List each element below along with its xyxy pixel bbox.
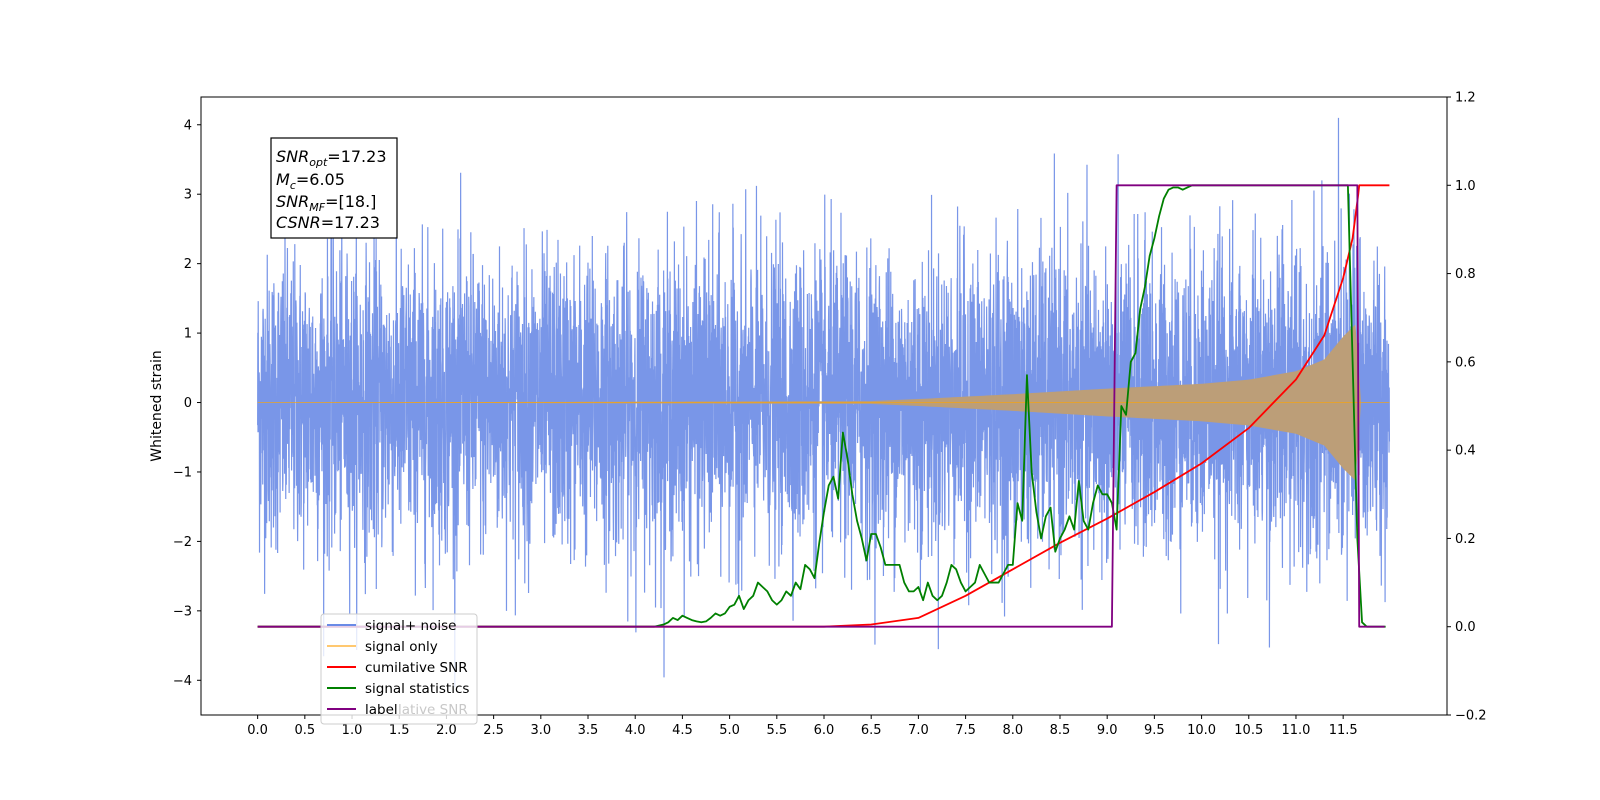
- legend-item-signal-statistics: signal statistics: [327, 681, 469, 697]
- x-tick-label: 10.0: [1187, 723, 1216, 738]
- y-left-tick-label: −3: [173, 604, 192, 619]
- y-left-tick-label: 3: [184, 188, 192, 203]
- x-tick-label: 10.5: [1234, 723, 1263, 738]
- svg-text:signal+ noise: signal+ noise: [365, 618, 456, 634]
- x-tick-label: 8.0: [1002, 723, 1023, 738]
- cumulative-snr-line: [257, 184, 1390, 628]
- svg-text:signal only: signal only: [365, 639, 438, 655]
- x-tick-label: 8.5: [1050, 723, 1071, 738]
- x-tick-label: 7.5: [955, 723, 976, 738]
- label-line: [257, 184, 1385, 628]
- legend-item-label: lative SNR label: [327, 702, 468, 718]
- snr-opt-text: SNRopt=17.23: [276, 147, 387, 169]
- left-y-axis: 4 3 2 1 0 −1 −2 −3 −4: [173, 118, 201, 689]
- y-left-tick-label: −1: [173, 465, 192, 480]
- x-tick-label: 1.5: [389, 723, 410, 738]
- x-tick-label: 3.0: [530, 723, 551, 738]
- x-tick-label: 5.0: [719, 723, 740, 738]
- legend-item-cumulative-snr: cumilative SNR: [327, 660, 468, 676]
- csnr-text: CSNR=17.23: [276, 213, 380, 232]
- x-tick-label: 6.0: [814, 723, 835, 738]
- y-left-tick-label: 1: [184, 327, 192, 342]
- x-tick-label: 5.5: [766, 723, 787, 738]
- x-tick-label: 9.0: [1097, 723, 1118, 738]
- y-right-tick-label: 0.6: [1455, 355, 1476, 370]
- y-left-tick-label: 4: [184, 118, 192, 133]
- y-right-tick-label: 0.8: [1455, 267, 1476, 282]
- x-tick-label: 0.5: [294, 723, 315, 738]
- y-right-tick-label: 0.2: [1455, 532, 1476, 547]
- y-left-tick-label: 0: [184, 396, 192, 411]
- info-box: SNRopt=17.23 Mc=6.05 SNRMF=[18.] CSNR=17…: [270, 137, 398, 239]
- right-axis-series: [257, 184, 1390, 628]
- legend-item-signal-noise: signal+ noise: [327, 618, 456, 634]
- svg-text:cumilative SNR: cumilative SNR: [365, 660, 468, 676]
- y-right-tick-label: −0.2: [1455, 709, 1487, 724]
- snr-mf-text: SNRMF=[18.]: [276, 192, 376, 214]
- svg-text:signal statistics: signal statistics: [365, 681, 469, 697]
- x-tick-label: 11.0: [1281, 723, 1310, 738]
- y-left-tick-label: −2: [173, 535, 192, 550]
- y-right-tick-label: 0.4: [1455, 444, 1476, 459]
- x-tick-label: 11.5: [1329, 723, 1358, 738]
- x-axis: 0.0 0.5 1.0 1.5 2.0 2.5 3.0 3.5 4.0 4.5 5.0 5.5 6.0 6…: [247, 715, 1358, 738]
- svg-text:label: label: [365, 702, 398, 718]
- x-tick-label: 4.5: [672, 723, 693, 738]
- y-left-tick-label: 2: [184, 257, 192, 272]
- right-y-axis: 1.2 1.0 0.8 0.6 0.4 0.2 0.0 −0.2: [1447, 91, 1487, 724]
- x-tick-label: 3.5: [578, 723, 599, 738]
- svg-text:lative SNR: lative SNR: [398, 702, 468, 718]
- y-right-tick-label: 0.0: [1455, 620, 1476, 635]
- x-tick-label: 2.5: [483, 723, 504, 738]
- signal-only-series: [257, 324, 1390, 481]
- y-left-tick-label: −4: [173, 674, 192, 689]
- y-right-tick-label: 1.2: [1455, 91, 1476, 106]
- x-tick-label: 0.0: [247, 723, 268, 738]
- x-tick-label: 7.0: [908, 723, 929, 738]
- x-tick-label: 1.0: [342, 723, 363, 738]
- y-axis-label: Whitened strain: [149, 350, 165, 461]
- signal-statistics-line: [257, 184, 1386, 628]
- legend-item-signal-only: signal only: [327, 639, 438, 655]
- legend: signal+ noise signal only cumilative SNR…: [320, 613, 478, 725]
- x-tick-label: 2.0: [436, 723, 457, 738]
- y-right-tick-label: 1.0: [1455, 179, 1476, 194]
- x-tick-label: 6.5: [861, 723, 882, 738]
- mc-text: Mc=6.05: [276, 170, 345, 192]
- x-tick-label: 4.0: [625, 723, 646, 738]
- x-tick-label: 9.5: [1144, 723, 1165, 738]
